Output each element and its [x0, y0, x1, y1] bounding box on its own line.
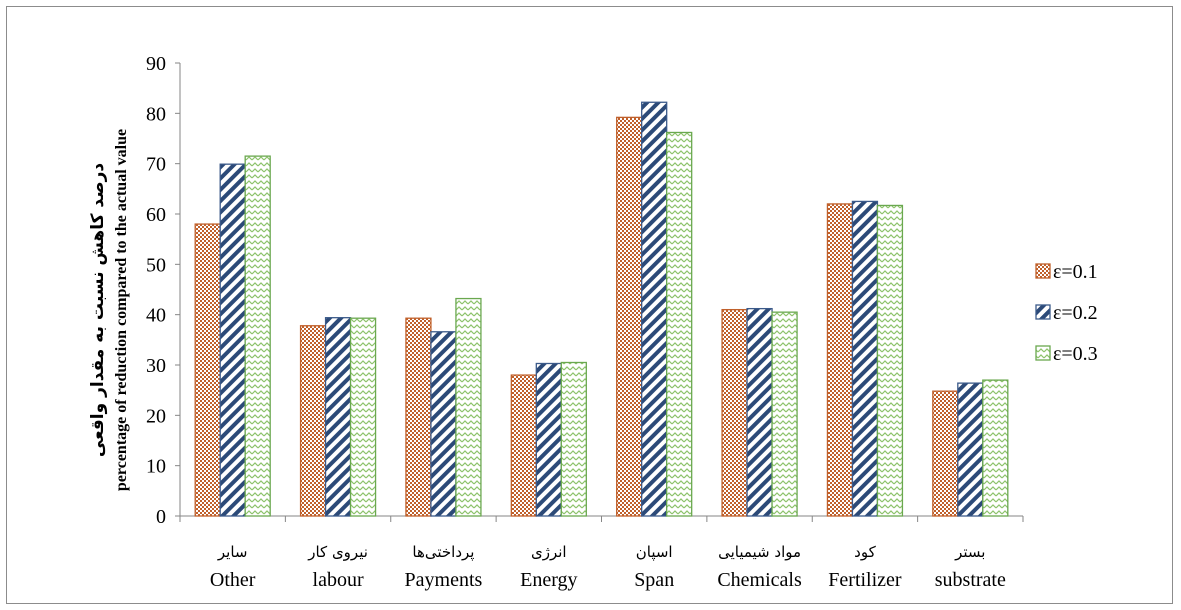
- legend-swatch: [1035, 263, 1051, 279]
- x-tick-label-en: Fertilizer: [828, 569, 902, 591]
- legend: ε=0.1 ε=0.2 ε=0.3: [1035, 261, 1098, 365]
- bar-ε=0.1-substrate: [932, 390, 959, 517]
- y-tick-label: 0: [156, 506, 166, 528]
- x-tick-label-en: Energy: [520, 569, 577, 591]
- bar-ε=0.3-Other: [244, 155, 271, 517]
- bar-ε=0.1-Chemicals: [721, 308, 748, 517]
- x-tick-label-fa: پرداختی‌ها: [412, 543, 474, 562]
- legend-label: ε=0.3: [1053, 343, 1098, 365]
- y-tick-label: 30: [146, 355, 166, 377]
- y-tick-label: 80: [146, 103, 166, 125]
- bar-ε=0.2-labour: [324, 317, 352, 517]
- y-tick-label: 90: [146, 53, 166, 75]
- bar-ε=0.1-Span: [616, 116, 643, 517]
- x-tick-label-fa: کود: [854, 543, 876, 561]
- bar-ε=0.3-substrate: [982, 379, 1009, 517]
- bar-ε=0.2-Energy: [535, 362, 562, 517]
- bar-ε=0.2-Other: [219, 163, 246, 517]
- legend-swatch: [1035, 304, 1051, 320]
- legend-label: ε=0.2: [1053, 302, 1098, 324]
- y-tick-label: 70: [146, 154, 166, 176]
- bar-ε=0.3-Chemicals: [771, 311, 798, 517]
- bar-ε=0.3-labour: [349, 317, 377, 517]
- bar-ε=0.2-Chemicals: [746, 307, 773, 517]
- y-tick-labels: 0 10 20 30 40 50 60 70 80 90: [146, 53, 166, 528]
- bar-ε=0.1-Energy: [510, 374, 537, 517]
- y-tick-label: 40: [146, 305, 166, 327]
- x-tick-label-en: Payments: [405, 569, 483, 591]
- y-tick-label: 60: [146, 204, 166, 226]
- y-tick-label: 10: [146, 456, 166, 478]
- legend-label: ε=0.1: [1053, 261, 1098, 283]
- bar-ε=0.1-Payments: [405, 317, 432, 517]
- legend-swatch: [1035, 345, 1051, 361]
- bar-ε=0.3-Payments: [455, 297, 482, 517]
- bar-ε=0.2-substrate: [957, 382, 984, 517]
- x-tick-label-fa: بستر: [954, 543, 985, 561]
- y-axis-title: درصد کاهش نسبت به مقدار واقعی percentage…: [88, 129, 130, 491]
- bar-ε=0.1-labour: [299, 325, 327, 517]
- chart-frame: [6, 6, 1173, 604]
- y-axis-title-en: percentage of reduction compared to the …: [113, 129, 130, 491]
- x-tick-label-en: Span: [634, 569, 674, 591]
- x-tick-label-en: Other: [210, 569, 256, 591]
- x-tick-label-fa: انرژی: [531, 543, 567, 561]
- bar-ε=0.2-Span: [641, 101, 668, 517]
- bar-ε=0.3-Energy: [560, 361, 587, 517]
- bar-ε=0.3-Span: [666, 131, 693, 517]
- bar-ε=0.1-Fertilizer: [826, 203, 854, 517]
- y-tick-label: 50: [146, 254, 166, 276]
- x-tick-labels: سایر Other نیروی کار labour پرداختی‌ها Paymen…: [210, 543, 1006, 591]
- y-axis-title-fa: درصد کاهش نسبت به مقدار واقعی: [88, 163, 108, 458]
- bar-ε=0.3-Fertilizer: [876, 204, 904, 517]
- x-tick-label-fa: نیروی کار: [307, 543, 368, 561]
- x-tick-label-en: substrate: [935, 569, 1006, 591]
- bar-ε=0.2-Payments: [430, 331, 457, 517]
- bar-ε=0.1-Other: [194, 223, 221, 517]
- x-tick-label-fa: اسپان: [636, 543, 673, 562]
- x-tick-label-fa: سایر: [217, 543, 248, 561]
- x-tick-label-en: labour: [313, 569, 364, 591]
- bars: [194, 101, 1009, 517]
- x-tick-label-en: Chemicals: [717, 569, 802, 591]
- x-tick-label-fa: مواد شیمیایی: [718, 543, 801, 561]
- bar-ε=0.2-Fertilizer: [851, 200, 879, 517]
- y-tick-label: 20: [146, 405, 166, 427]
